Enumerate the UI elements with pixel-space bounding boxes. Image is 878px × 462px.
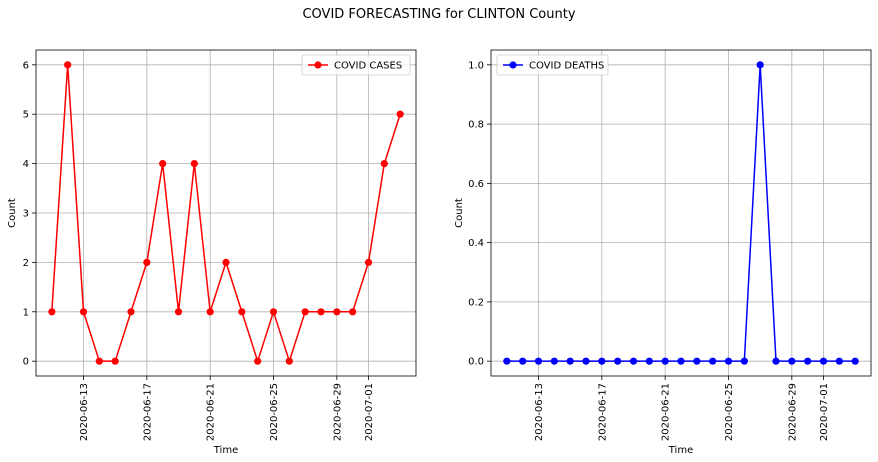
y-tick-label: 4 bbox=[23, 159, 29, 170]
data-point bbox=[661, 357, 669, 365]
y-tick-label: 0.2 bbox=[468, 297, 484, 308]
data-point bbox=[519, 357, 527, 365]
data-point bbox=[95, 357, 103, 365]
data-point bbox=[174, 308, 183, 316]
data-point bbox=[396, 110, 404, 118]
legend-box bbox=[496, 54, 609, 76]
x-tick-label: 2020-06-13 bbox=[534, 383, 545, 441]
figure-title: COVID FORECASTING for CLINTON County bbox=[302, 7, 575, 22]
data-point bbox=[629, 357, 638, 365]
data-point bbox=[285, 357, 293, 365]
deaths-chart: 2020-06-13 2020-06-17 2020-06-21 2020-06-25… bbox=[454, 49, 872, 456]
data-point bbox=[503, 357, 511, 365]
x-tick-label: 2020-06-25 bbox=[724, 383, 735, 441]
data-point bbox=[645, 357, 653, 365]
data-point bbox=[206, 308, 214, 316]
data-point bbox=[614, 357, 622, 365]
x-tick-label: 2020-07-01 bbox=[364, 383, 375, 441]
data-point bbox=[333, 308, 341, 316]
data-point bbox=[269, 308, 278, 316]
data-point bbox=[835, 357, 843, 365]
y-tick-label: 2 bbox=[23, 258, 29, 269]
data-point bbox=[127, 308, 135, 316]
plot-area bbox=[491, 50, 871, 376]
cases-chart: 2020-06-13 2020-06-17 2020-06-21 2020-06-25… bbox=[7, 49, 417, 456]
data-point bbox=[772, 357, 780, 365]
data-point bbox=[804, 357, 812, 365]
y-tick-label: 3 bbox=[23, 209, 29, 220]
data-point bbox=[851, 357, 859, 365]
data-point bbox=[64, 61, 72, 69]
y-tick-label: 1 bbox=[23, 307, 29, 318]
data-point bbox=[819, 357, 828, 365]
data-point bbox=[582, 357, 590, 365]
axes-frame bbox=[490, 49, 872, 377]
data-point bbox=[254, 357, 262, 365]
legend-marker bbox=[314, 61, 322, 69]
y-tick-label: 6 bbox=[23, 60, 29, 71]
data-point bbox=[677, 357, 685, 365]
data-point bbox=[238, 308, 246, 316]
y-tick-label: 0 bbox=[23, 357, 29, 368]
x-tick-label: 2020-06-25 bbox=[269, 383, 280, 441]
y-tick-label: 0.8 bbox=[468, 120, 484, 131]
x-tick-label: 2020-06-17 bbox=[142, 383, 153, 441]
x-tick-label: 2020-06-21 bbox=[661, 383, 672, 441]
data-point bbox=[222, 258, 230, 266]
legend: COVID DEATHS bbox=[496, 54, 609, 76]
data-point bbox=[740, 357, 748, 365]
data-point bbox=[364, 258, 373, 266]
y-tick-label: 5 bbox=[23, 110, 29, 121]
data-point bbox=[598, 357, 606, 365]
data-point bbox=[534, 357, 543, 365]
x-tick-label: 2020-06-21 bbox=[206, 383, 217, 441]
legend: COVID CASES bbox=[301, 54, 411, 76]
data-point bbox=[111, 357, 119, 365]
legend-box bbox=[301, 54, 411, 76]
data-point bbox=[693, 357, 701, 365]
data-point bbox=[756, 61, 764, 69]
legend-label: COVID CASES bbox=[334, 61, 402, 72]
y-tick-label: 0.4 bbox=[468, 238, 484, 249]
y-tick-label: 0.6 bbox=[468, 179, 484, 190]
data-point bbox=[709, 357, 717, 365]
data-point bbox=[566, 357, 574, 365]
data-point bbox=[380, 160, 388, 168]
x-tick-label: 2020-06-29 bbox=[787, 383, 798, 441]
x-axis-label: Time bbox=[213, 445, 238, 456]
x-tick-label: 2020-07-01 bbox=[819, 383, 830, 441]
legend-label: COVID DEATHS bbox=[529, 61, 604, 72]
data-point bbox=[550, 357, 558, 365]
data-point bbox=[79, 308, 88, 316]
x-tick-label: 2020-06-13 bbox=[79, 383, 90, 441]
y-tick-label: 1.0 bbox=[468, 60, 484, 71]
data-point bbox=[143, 258, 151, 266]
data-point bbox=[190, 160, 198, 168]
data-point bbox=[301, 308, 309, 316]
axes-frame bbox=[35, 49, 417, 377]
data-point bbox=[788, 357, 796, 365]
data-point bbox=[349, 308, 357, 316]
x-tick-label: 2020-06-29 bbox=[332, 383, 343, 441]
data-point bbox=[159, 160, 167, 168]
data-point bbox=[724, 357, 733, 365]
x-tick-label: 2020-06-17 bbox=[597, 383, 608, 441]
y-axis-label: Count bbox=[454, 198, 465, 228]
y-axis-label: Count bbox=[7, 198, 18, 228]
y-tick-label: 0.0 bbox=[468, 357, 484, 368]
data-point bbox=[48, 308, 56, 316]
data-point bbox=[317, 308, 325, 316]
x-axis-label: Time bbox=[668, 445, 693, 456]
legend-marker bbox=[509, 61, 517, 69]
